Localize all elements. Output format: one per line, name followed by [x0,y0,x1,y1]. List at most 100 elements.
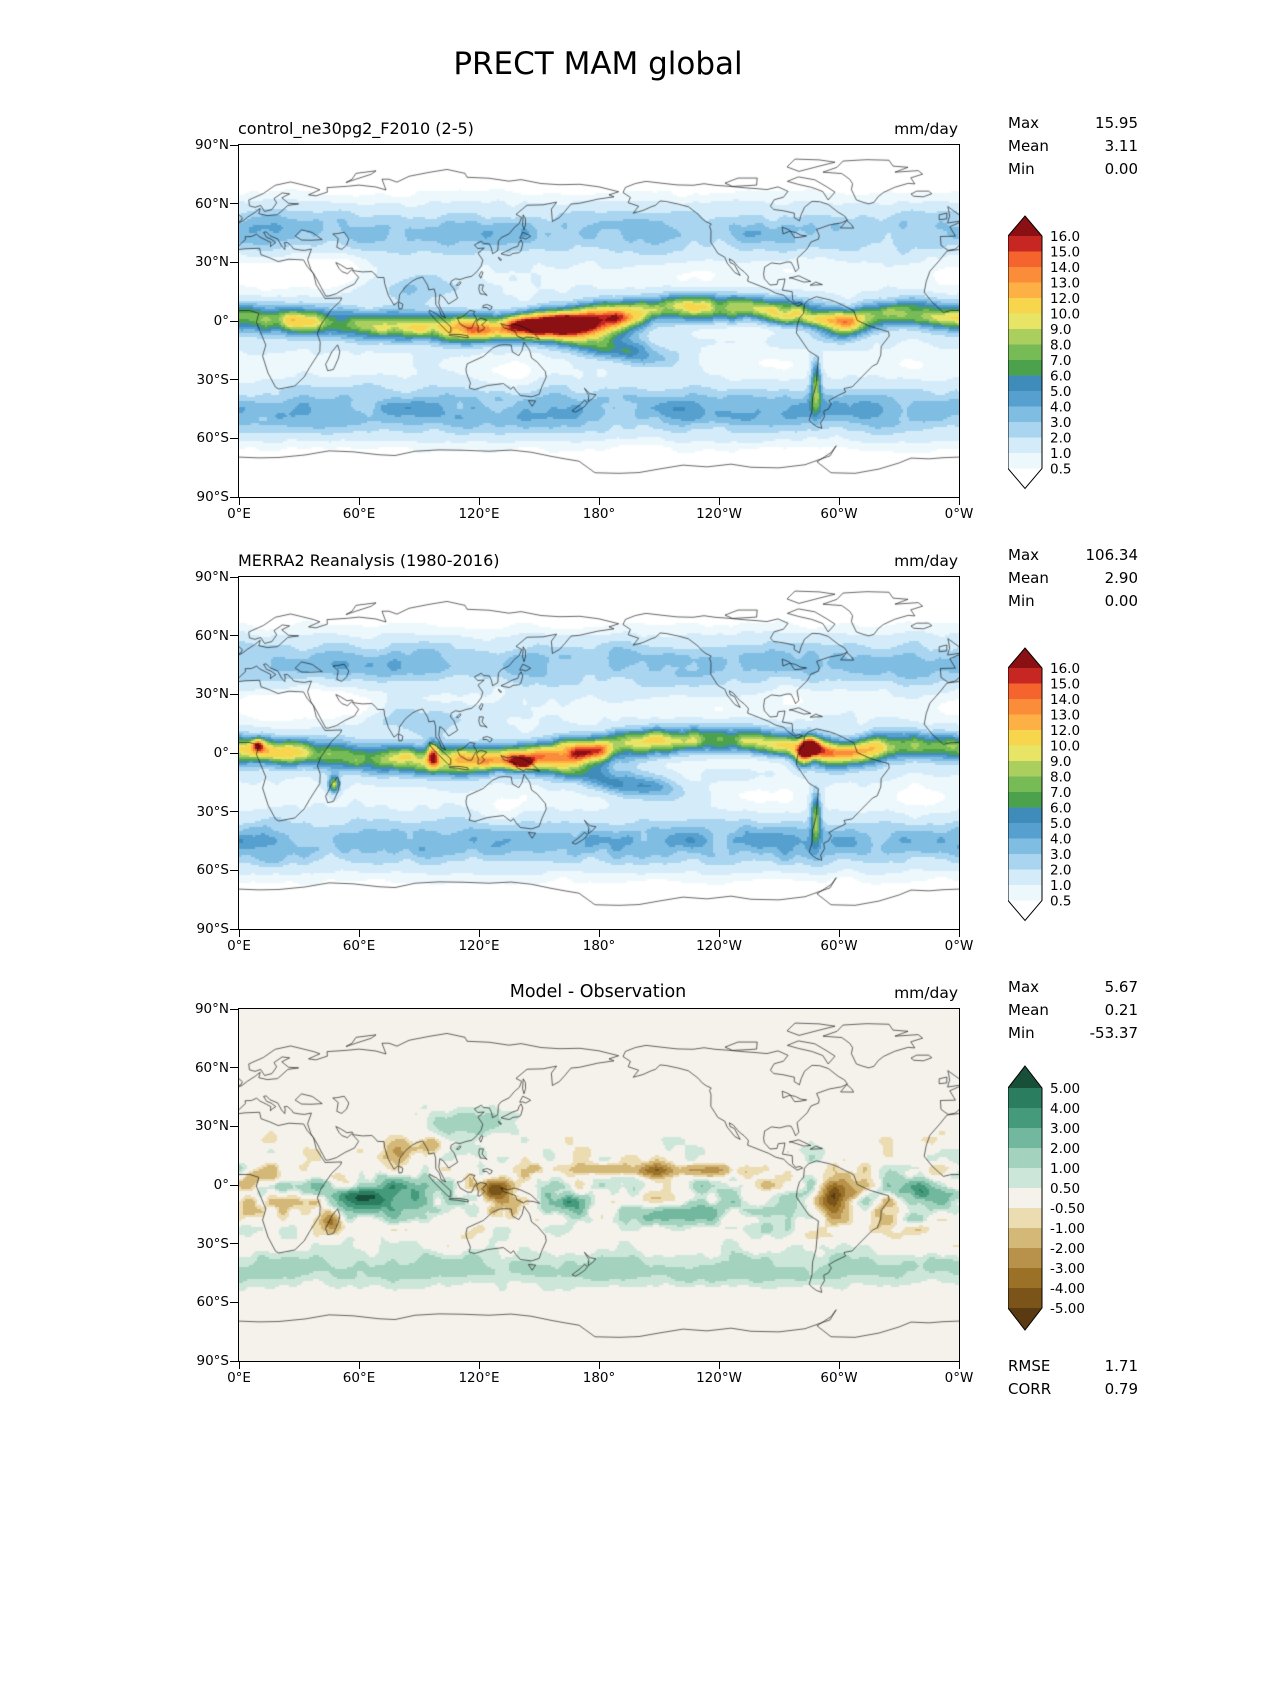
panel-diff-header: Model - Observation mm/day [238,976,958,1002]
svg-text:14.0: 14.0 [1050,260,1080,276]
svg-text:6.0: 6.0 [1050,368,1071,384]
y-axis-label: 90°S [196,1353,230,1369]
metric-rmse: RMSE 1.71 [1008,1355,1138,1378]
y-axis-tick [230,1125,238,1127]
y-axis-label: 90°S [196,921,230,937]
x-axis-tick [958,498,960,505]
map-frame-diff: 90°N 60°N 30°N 0° 30°S 60°S 90°S 0°E 60°E 120°E 18… [195,1001,973,1386]
y-axis-label: 60°N [194,1059,229,1076]
y-axis-tick [230,203,238,205]
y-axis-label: 60°S [196,862,230,879]
y-axis-label: 0° [213,745,229,761]
x-axis-label: 0°W [944,506,974,522]
y-axis-tick [230,437,238,439]
precip-colorbar: 16.0 15.0 14.0 13.0 12.0 10.0 9.0 8.0 7.0 6.0 5.0 4… [1007,215,1208,494]
y-axis-tick [230,261,238,263]
x-axis-tick [358,1362,360,1369]
y-axis-label: 90°S [196,489,230,505]
metric-rmse-value: 1.71 [1104,1357,1138,1375]
stat-max-value: 15.95 [1095,114,1138,132]
svg-text:5.0: 5.0 [1050,816,1071,832]
y-axis-tick [230,811,238,813]
x-axis-tick [598,930,600,937]
x-axis-label: 120°W [696,1370,742,1386]
panel-model-header: control_ne30pg2_F2010 (2-5) mm/day [238,112,958,138]
svg-text:6.0: 6.0 [1050,800,1071,816]
stat-min-label: Min [1008,1024,1035,1042]
stat-max-value: 5.67 [1104,978,1138,996]
stat-max: Max 106.34 [1008,544,1138,567]
y-axis-label: 30°S [196,1235,230,1252]
metric-rmse-label: RMSE [1008,1357,1051,1375]
stat-max-value: 106.34 [1085,546,1139,564]
svg-text:3.0: 3.0 [1050,847,1071,863]
svg-text:2.0: 2.0 [1050,430,1071,446]
x-axis-tick [358,930,360,937]
y-axis-label: 60°N [194,627,229,644]
y-axis-label: 30°N [194,686,229,703]
svg-text:9.0: 9.0 [1050,322,1071,338]
stat-min-value: 0.00 [1104,160,1138,178]
metric-corr: CORR 0.79 [1008,1378,1138,1401]
x-axis-tick [838,1362,840,1369]
y-axis-tick [230,379,238,381]
y-axis-tick [230,869,238,871]
panel-units: mm/day [894,984,958,1002]
y-axis-tick [230,928,238,930]
x-axis-label: 0°W [944,938,974,954]
svg-text:12.0: 12.0 [1050,291,1080,307]
x-axis-label: 120°W [696,938,742,954]
y-axis-label: 0° [213,1177,229,1193]
svg-text:3.0: 3.0 [1050,415,1071,431]
x-axis-label: 60°W [820,506,858,522]
svg-text:-2.00: -2.00 [1050,1241,1085,1257]
svg-text:-5.00: -5.00 [1050,1301,1085,1317]
svg-text:0.5: 0.5 [1050,461,1071,477]
panel-diff-side: Max 5.67 Mean 0.21 Min -53.37 5.00 4.00 3.00 2… [1007,976,1208,1401]
x-axis-label: 60°E [342,1370,376,1386]
y-axis-tick [230,320,238,322]
svg-text:10.0: 10.0 [1050,306,1080,322]
panel-model: control_ne30pg2_F2010 (2-5) mm/day 90°N 6… [170,112,1275,522]
svg-text:2.00: 2.00 [1050,1141,1080,1157]
svg-text:8.0: 8.0 [1050,337,1071,353]
x-axis-tick [239,498,240,505]
svg-text:1.00: 1.00 [1050,1161,1080,1177]
svg-text:4.0: 4.0 [1050,399,1071,415]
colorbar-svg: 16.015.014.013.012.010.09.08.07.06.05.04… [1007,647,1080,922]
y-axis-label: 60°S [196,430,230,447]
x-axis-tick [478,498,480,505]
svg-text:12.0: 12.0 [1050,723,1080,739]
stat-mean-label: Mean [1008,137,1049,155]
page-title: PRECT MAM global [453,46,743,82]
stat-mean: Mean 2.90 [1008,567,1138,590]
x-axis-label: 120°E [458,1370,500,1386]
x-axis-label: 180° [582,506,616,522]
y-axis-tick [230,1067,238,1069]
stats-block: Max 106.34 Mean 2.90 Min 0.00 [1008,544,1208,613]
y-axis-tick [230,1243,238,1245]
x-axis-tick [358,498,360,505]
panel-title: MERRA2 Reanalysis (1980-2016) [238,551,500,570]
svg-text:15.0: 15.0 [1050,244,1080,260]
y-axis-label: 30°S [196,803,230,820]
x-axis-tick [718,930,720,937]
x-axis-tick [838,930,840,937]
panel-title: control_ne30pg2_F2010 (2-5) [238,119,474,138]
x-axis-label: 60°W [820,1370,858,1386]
svg-text:9.0: 9.0 [1050,754,1071,770]
x-axis-tick [718,498,720,505]
svg-text:16.0: 16.0 [1050,661,1080,677]
y-axis-tick [230,145,238,146]
y-axis-tick [230,1360,238,1362]
panel-model-plot-area: control_ne30pg2_F2010 (2-5) mm/day 90°N 6… [170,112,973,522]
svg-text:-3.00: -3.00 [1050,1261,1085,1277]
precip-colorbar: 16.0 15.0 14.0 13.0 12.0 10.0 9.0 8.0 7.0 6.0 5.0 4… [1007,647,1208,926]
x-axis-tick [958,930,960,937]
stat-min: Min 0.00 [1008,158,1138,181]
svg-text:15.0: 15.0 [1050,676,1080,692]
x-axis-label: 120°E [458,506,500,522]
map-canvas-model [239,145,959,497]
y-axis-label: 0° [213,313,229,329]
x-axis-label: 120°W [696,506,742,522]
